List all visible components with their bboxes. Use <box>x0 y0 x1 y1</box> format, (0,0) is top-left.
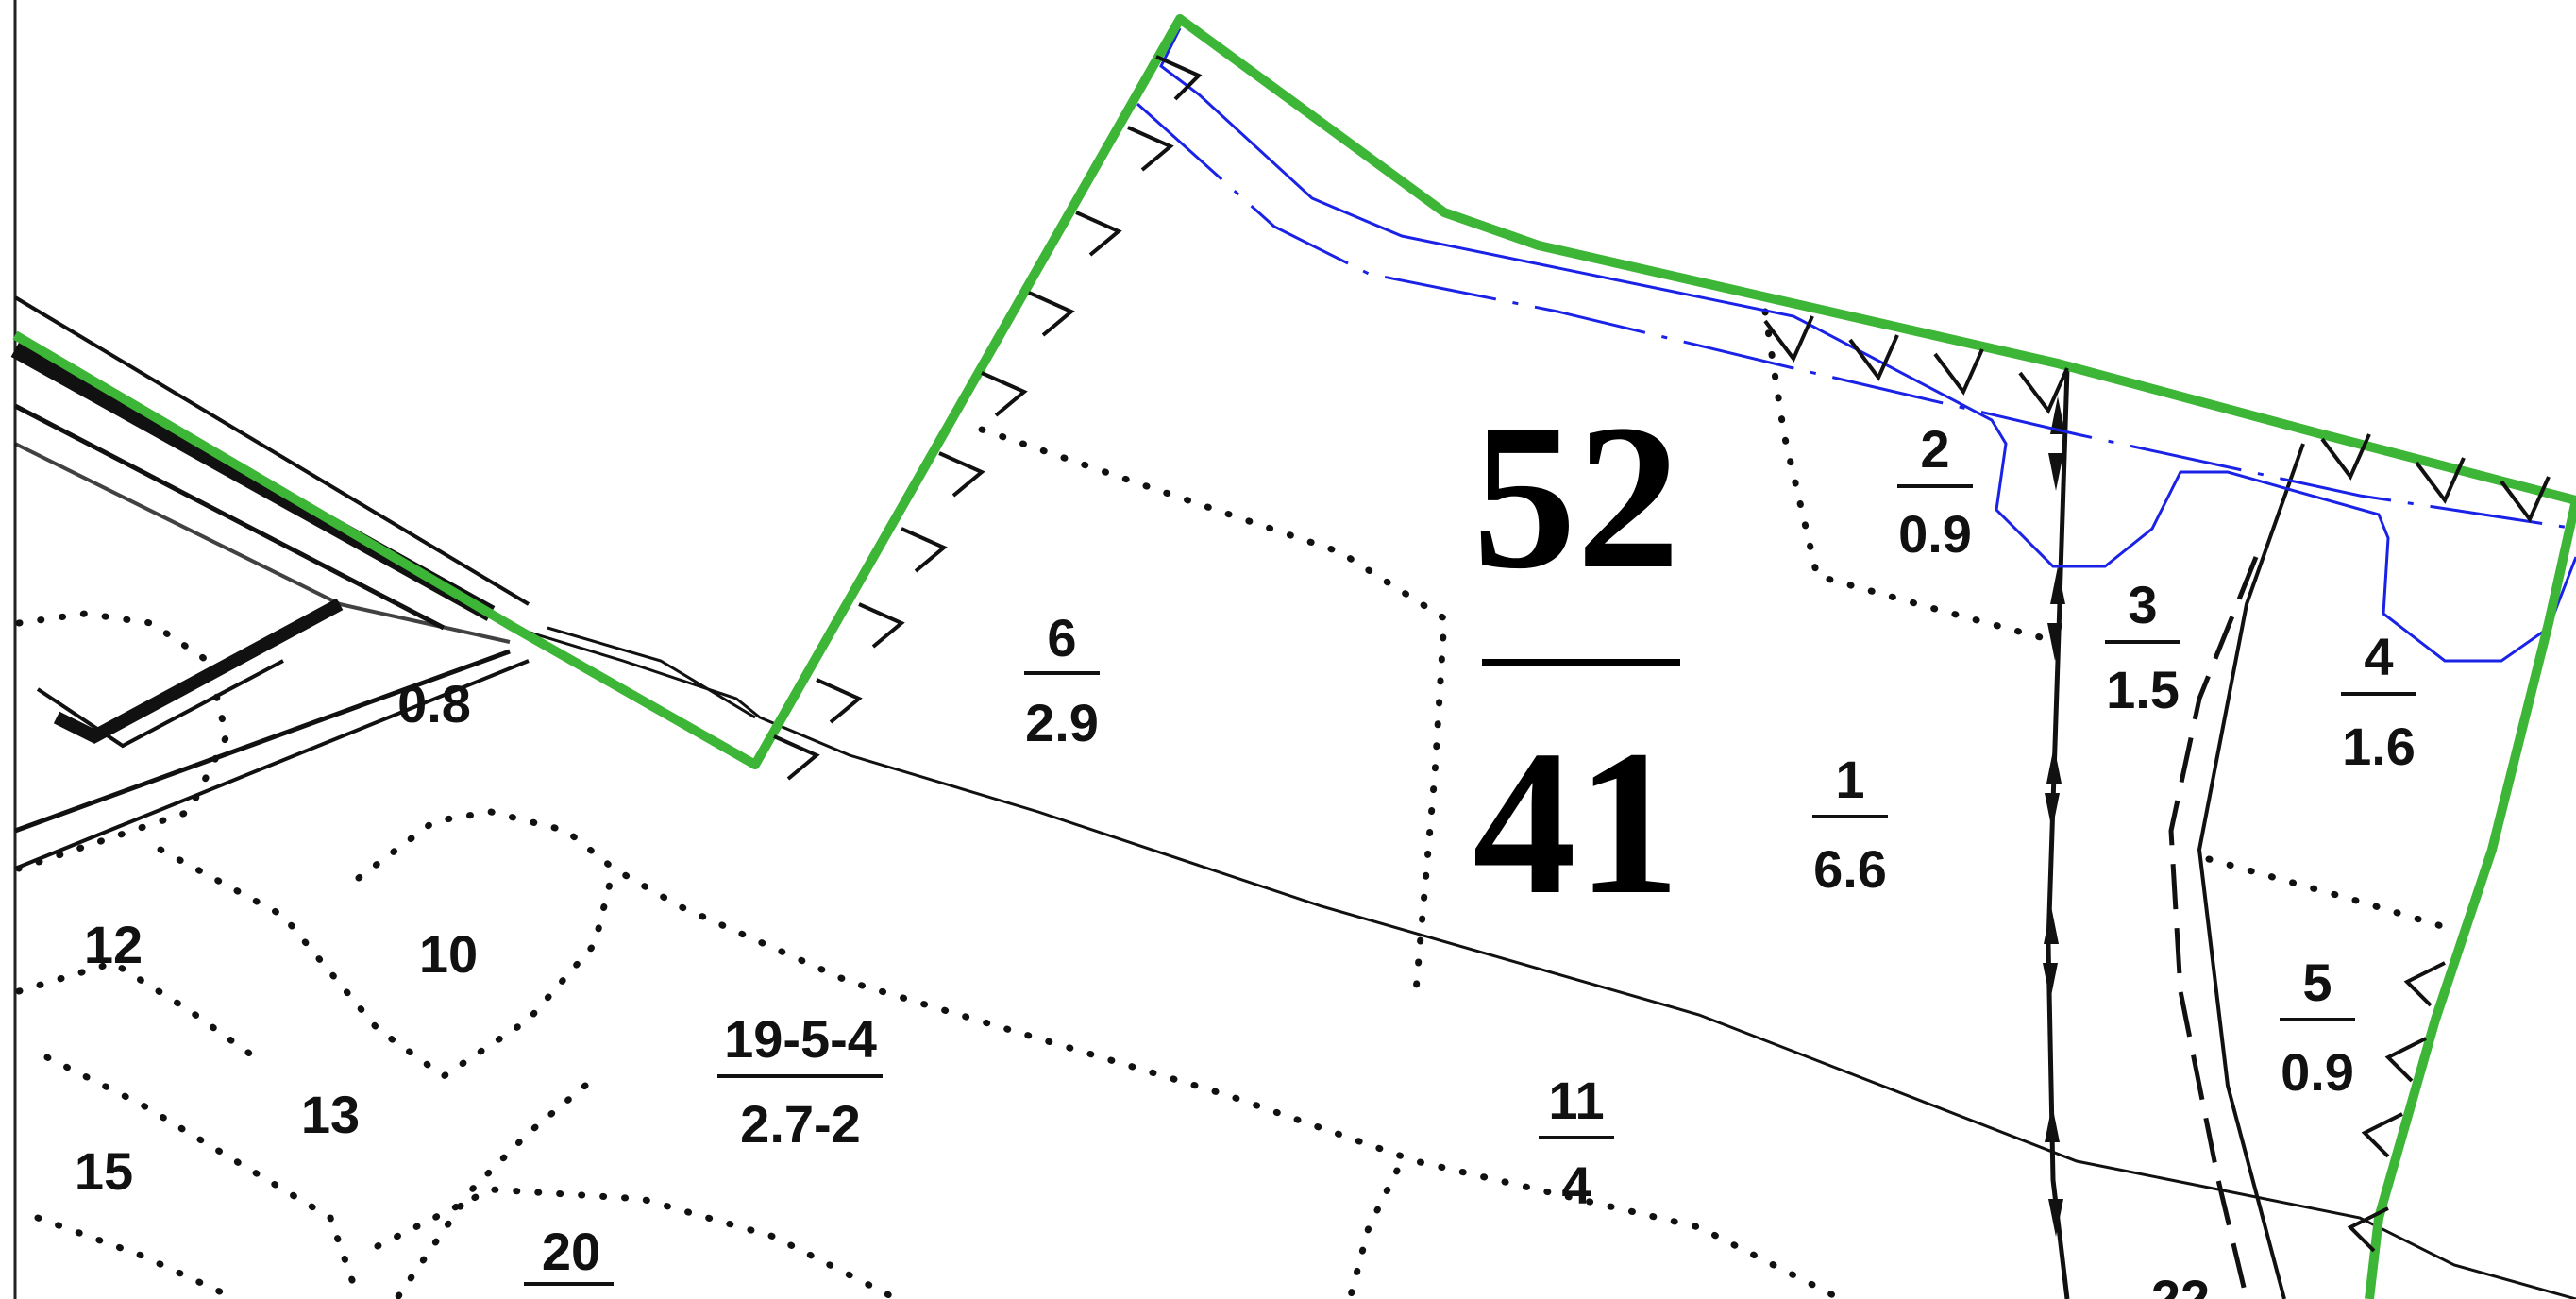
path-arrow-markers <box>2043 396 2065 1237</box>
slope-hatch-marks <box>773 55 2551 1253</box>
parcel-number: 2 <box>1920 419 1949 479</box>
plot-boundary-east-line <box>2365 498 2576 1299</box>
parcel-label-3: 3 1.5 <box>2105 575 2180 719</box>
neighbor-label-0-8: 0.8 <box>397 674 471 734</box>
parcel-number: 1 <box>1835 750 1864 809</box>
parcel-label-6: 6 2.9 <box>1024 608 1100 752</box>
parcel-number: 11 <box>1548 1071 1604 1130</box>
stream-bank-line <box>2197 443 2305 1299</box>
parcel-area: 2.7-2 <box>740 1094 861 1154</box>
parcel-area: 0.9 <box>2281 1042 2354 1102</box>
parcel-label-11: 11 4 <box>1539 1071 1614 1215</box>
parcel-number: 19-5-4 <box>724 1009 877 1069</box>
parcel-number: 6 <box>1047 608 1076 667</box>
neighbor-label-12: 12 <box>84 915 143 974</box>
parcel-label-19-5-4: 19-5-4 2.7-2 <box>717 1009 883 1154</box>
dotted-parcel-boundaries <box>15 308 2458 1299</box>
parcel-area: 4 <box>1561 1156 1591 1215</box>
parcel-number: 3 <box>2128 575 2157 634</box>
neighbor-label-10: 10 <box>419 924 478 984</box>
parcel-area: 2.9 <box>1025 693 1099 752</box>
block-area: 41 <box>1473 707 1680 937</box>
neighbor-label-20: 20 <box>542 1222 600 1281</box>
parcel-label-4: 4 1.6 <box>2341 627 2416 776</box>
road-band <box>10 295 530 870</box>
dashed-stream-line <box>2168 556 2259 1299</box>
neighbor-label-22: 22 <box>2151 1269 2210 1299</box>
block-number: 52 <box>1473 381 1680 612</box>
parcel-label-2: 2 0.9 <box>1897 419 1973 564</box>
parcel-label-1: 1 6.6 <box>1812 750 1888 899</box>
road-edge-line <box>547 626 756 719</box>
block-label: 52 41 <box>1473 381 1680 937</box>
parcel-number: 4 <box>2364 627 2393 686</box>
parcel-area: 0.9 <box>1898 504 1972 564</box>
parcel-number: 5 <box>2302 953 2332 1012</box>
neighbor-label-15: 15 <box>75 1141 133 1201</box>
parcel-area: 6.6 <box>1813 839 1887 899</box>
parcel-label-5: 5 0.9 <box>2280 953 2355 1102</box>
plot-boundary-line <box>12 14 2576 769</box>
parcel-area: 1.6 <box>2342 717 2416 776</box>
parcel-area: 1.5 <box>2106 660 2180 719</box>
neighbor-label-13: 13 <box>301 1085 360 1144</box>
